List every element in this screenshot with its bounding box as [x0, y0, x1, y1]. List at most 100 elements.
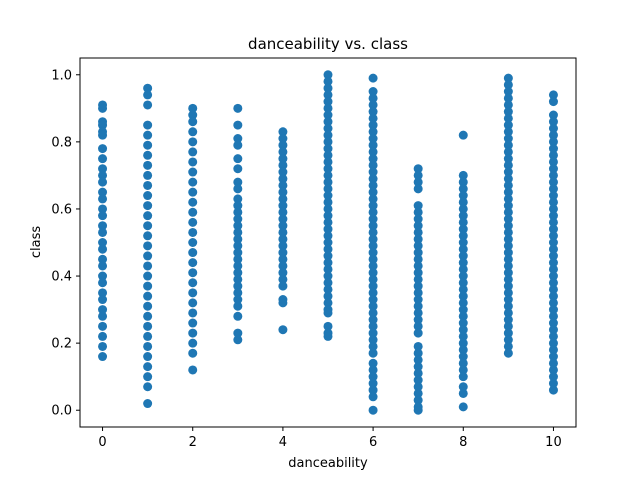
data-point [368, 160, 378, 170]
data-point [278, 234, 288, 244]
data-point [548, 191, 558, 201]
data-point [143, 291, 153, 301]
data-point [188, 338, 198, 348]
data-point [98, 130, 108, 140]
data-point [143, 241, 153, 251]
data-point [188, 238, 198, 247]
data-point [503, 187, 513, 197]
data-point [278, 180, 288, 190]
data-point [323, 90, 333, 100]
data-point [323, 157, 333, 167]
data-point [548, 204, 558, 214]
data-point [368, 93, 378, 103]
data-point [413, 214, 423, 224]
data-point [143, 352, 153, 362]
data-point [548, 251, 558, 261]
data-point [233, 268, 243, 278]
data-point [503, 100, 513, 110]
data-point [233, 288, 243, 298]
data-point [548, 110, 558, 120]
data-point [368, 140, 378, 150]
data-point [278, 147, 288, 157]
data-point [413, 248, 423, 258]
data-point [503, 113, 513, 123]
data-point [368, 134, 378, 144]
data-point [413, 368, 423, 378]
data-point [413, 184, 423, 194]
data-point [548, 325, 558, 335]
data-point [503, 328, 513, 338]
data-point [98, 144, 108, 154]
data-point [278, 214, 288, 224]
data-point [368, 365, 378, 375]
data-point [368, 378, 378, 388]
data-point [368, 348, 378, 358]
data-point [368, 201, 378, 211]
data-point [233, 134, 243, 144]
data-point [278, 248, 288, 258]
data-point [98, 170, 108, 180]
data-point [368, 187, 378, 197]
data-point [278, 207, 288, 217]
data-point [98, 254, 108, 264]
data-point [503, 214, 513, 224]
data-point [323, 291, 333, 301]
data-point [548, 144, 558, 154]
data-point [143, 399, 153, 409]
data-point [368, 295, 378, 305]
data-point [368, 372, 378, 382]
data-point [323, 70, 333, 80]
data-point [548, 244, 558, 254]
data-point [143, 180, 153, 190]
data-point [413, 321, 423, 331]
data-point [368, 73, 378, 83]
data-point [503, 87, 513, 97]
data-point [548, 117, 558, 127]
data-point [368, 221, 378, 231]
data-point [143, 301, 153, 311]
data-point [548, 358, 558, 368]
data-point [98, 321, 108, 331]
data-point [143, 100, 153, 110]
data-point [458, 204, 468, 214]
data-point [413, 164, 423, 174]
data-point [98, 177, 108, 187]
data-point [368, 147, 378, 157]
data-point [278, 298, 288, 308]
data-point [413, 355, 423, 365]
data-point [98, 331, 108, 341]
data-point [233, 335, 243, 345]
data-point [188, 308, 198, 318]
data-point [368, 180, 378, 190]
data-point [368, 241, 378, 251]
data-point [143, 311, 153, 321]
data-point [233, 164, 243, 174]
data-point [143, 271, 153, 281]
data-point [548, 164, 558, 174]
data-point [278, 227, 288, 237]
data-point [548, 137, 558, 147]
data-point [548, 365, 558, 375]
data-point [458, 402, 468, 412]
y-tick-label: 1.0 [51, 68, 72, 83]
data-point [98, 352, 108, 362]
data-point [368, 281, 378, 291]
data-point [188, 348, 198, 358]
data-point [98, 154, 108, 164]
data-point [413, 234, 423, 244]
data-point [413, 388, 423, 398]
data-point [143, 211, 153, 221]
data-point [98, 341, 108, 351]
data-point [368, 167, 378, 177]
data-point [278, 254, 288, 264]
data-point [548, 345, 558, 355]
data-point [458, 331, 468, 341]
data-point [188, 117, 198, 127]
data-point [548, 177, 558, 187]
data-point [278, 174, 288, 184]
data-point [368, 120, 378, 130]
data-point [233, 221, 243, 231]
data-point [188, 248, 198, 258]
data-point [458, 358, 468, 368]
data-point [413, 395, 423, 405]
